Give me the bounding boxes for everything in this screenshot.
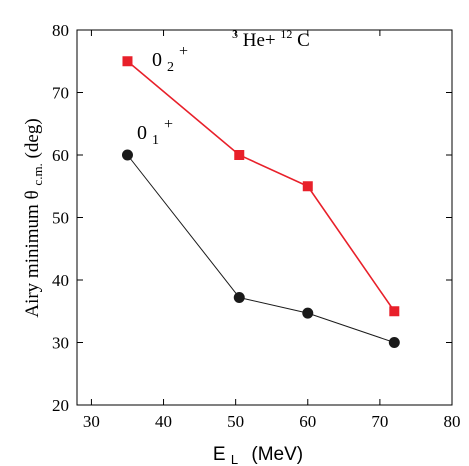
axes [76,29,453,406]
series-label-base: 0 [152,49,162,71]
y-axis-label-sub: c.m. [30,163,45,185]
series-group [121,56,400,348]
series-0-1-plus-point [302,307,314,319]
projectile: He+ [243,30,276,51]
x-tick-label: 80 [444,412,461,431]
x-tick-label: 70 [371,412,388,431]
series-0-2-plus-point [302,181,313,192]
y-axis-label: Airy minimum θ c.m. (deg) [22,118,47,317]
projectile-mass: 3 [232,27,238,41]
y-tick-label: 80 [52,21,69,40]
series-0-2-plus-line [126,60,395,312]
series-0-1-plus-point [388,337,400,348]
series-0-1-plus-line [127,154,395,343]
y-axis-label-unit: (deg) [22,118,43,158]
plot-frame [76,29,453,406]
series-label-sup: + [164,116,173,133]
series-label-sub: 2 [167,60,174,75]
x-tick-label: 30 [83,412,100,431]
y-tick-label: 70 [52,84,69,103]
y-tick-label: 50 [52,209,69,228]
series-0-2-plus-point [234,150,245,160]
x-tick-label: 40 [155,412,172,431]
series-0-1-plus-point [121,149,133,161]
x-tick-label: 60 [299,412,316,431]
x-tick-label: 50 [227,412,244,431]
x-axis-label-base: E [213,444,226,465]
series-label-sup: + [179,43,188,60]
series-0-1-plus-point [233,292,245,303]
series-0-2-plus-point [122,56,133,67]
y-tick-label: 40 [52,271,69,290]
series-0-2-plus-point [389,306,400,317]
series-label-0-2-plus: 0 2 + [152,43,188,76]
target: C [297,30,310,51]
series-label-0-1-plus: 0 1 + [137,116,173,149]
reaction-annotation: 3 He+ 12 C [232,22,310,51]
y-tick-label: 30 [52,334,69,353]
x-axis-label: E L (MeV) [213,444,303,466]
x-axis-label-unit: (MeV) [251,444,303,465]
y-axis-label-prefix: Airy minimum θ [22,190,43,317]
y-tick-label: 20 [52,396,69,415]
x-ticks: 30 40 50 60 70 80 [83,30,461,431]
target-mass: 12 [280,27,292,41]
series-label-sub: 1 [152,133,159,148]
series-label-base: 0 [137,122,147,144]
x-axis-label-sub: L [231,452,238,466]
y-tick-label: 60 [52,146,69,165]
